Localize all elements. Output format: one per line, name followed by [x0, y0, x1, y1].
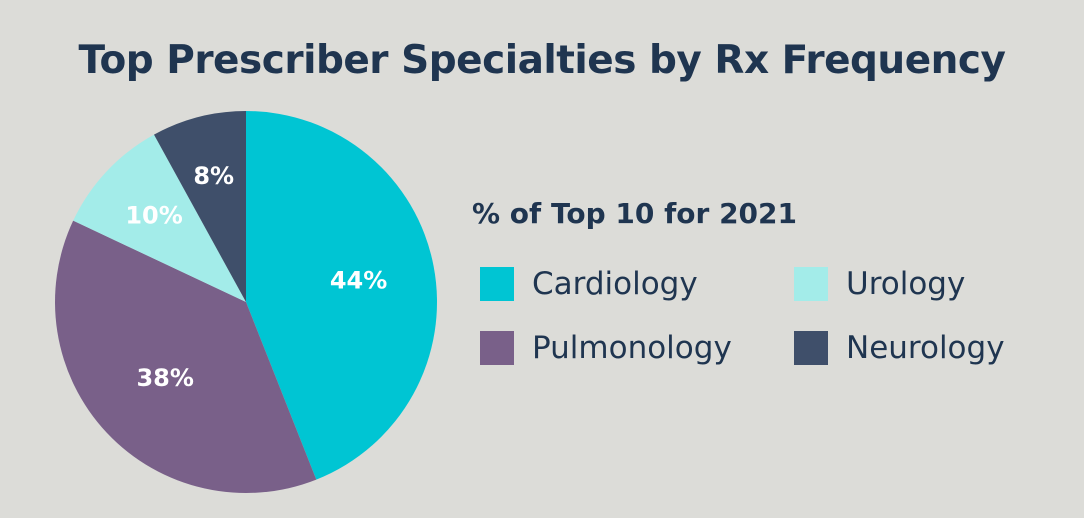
pie-labels: 44% 38% 10% 8% [125, 162, 387, 392]
chart-title: Top Prescriber Specialties by Rx Frequen… [78, 38, 1006, 83]
slice-label-urology: 10% [125, 202, 182, 230]
legend-swatch-cardiology [480, 267, 514, 301]
pie-slices [55, 111, 438, 494]
legend-swatch-pulmonology [480, 331, 514, 365]
pie-slice-pulmonology [55, 220, 317, 494]
legend-label-cardiology: Cardiology [532, 266, 698, 302]
legend-label-neurology: Neurology [846, 330, 1005, 366]
legend-item-urology: Urology [794, 264, 965, 304]
legend-title: % of Top 10 for 2021 [472, 197, 797, 230]
slice-label-neurology: 8% [193, 162, 234, 190]
slice-label-pulmonology: 38% [136, 364, 193, 392]
legend-swatch-urology [794, 267, 828, 301]
pie-slice-urology [73, 134, 247, 302]
pie-slice-neurology [153, 111, 246, 302]
legend-label-pulmonology: Pulmonology [532, 330, 732, 366]
legend-swatch-neurology [794, 331, 828, 365]
legend-label-urology: Urology [846, 266, 966, 302]
legend-item-cardiology: Cardiology [480, 264, 698, 304]
legend-item-pulmonology: Pulmonology [480, 328, 732, 368]
legend-item-neurology: Neurology [794, 328, 1005, 368]
slice-label-cardiology: 44% [330, 267, 387, 295]
pie-slice-cardiology [246, 111, 438, 480]
